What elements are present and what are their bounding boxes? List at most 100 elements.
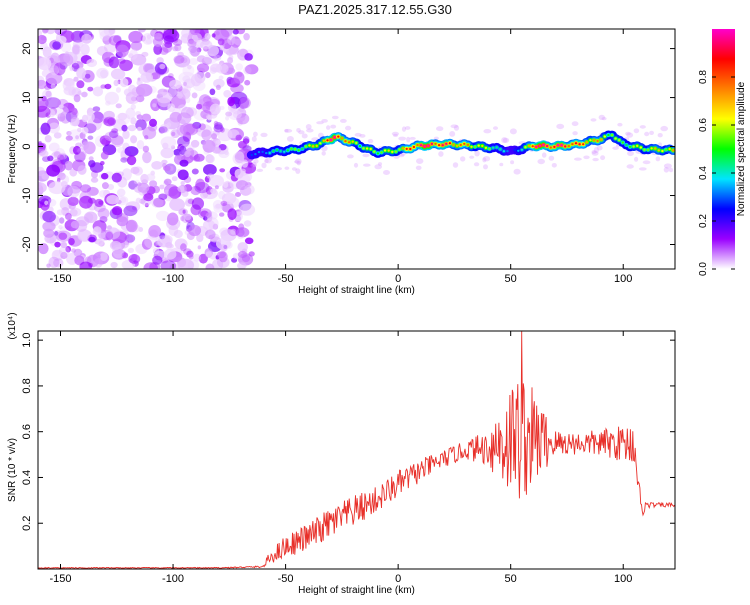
bottom-x-tick-label: -100 — [162, 573, 184, 585]
noise-blob — [141, 51, 149, 57]
ridge-speckle — [537, 158, 545, 165]
ridge-cell — [495, 146, 498, 149]
noise-blob — [77, 165, 87, 175]
ridge-speckle — [433, 136, 439, 140]
noise-blob — [192, 121, 202, 129]
ridge-cell — [513, 148, 516, 152]
noise-blob — [217, 251, 226, 259]
ridge-speckle — [353, 162, 359, 168]
noise-blob — [41, 173, 50, 180]
ridge-cell — [391, 150, 394, 153]
top-x-tick-label: -150 — [49, 273, 71, 285]
noise-blob — [160, 147, 175, 159]
ridge-cell — [459, 143, 462, 147]
noise-blob — [44, 200, 49, 206]
ridge-cell — [293, 148, 297, 151]
ridge-cell — [549, 146, 552, 149]
noise-blob — [77, 127, 82, 133]
ridge-cell — [463, 142, 466, 145]
ridge-speckle — [509, 128, 517, 135]
ridge-cell — [322, 139, 326, 142]
bottom-y-scale-note: (x10⁴) — [7, 312, 18, 339]
noise-blob — [46, 164, 60, 177]
noise-blob — [198, 208, 212, 220]
ridge-cell — [455, 144, 459, 147]
noise-blob — [161, 41, 173, 53]
noise-blob — [117, 147, 126, 154]
noise-blob — [180, 181, 185, 186]
ridge-cell — [308, 144, 311, 147]
ridge-speckle — [250, 163, 257, 168]
ridge-speckle — [649, 130, 654, 135]
ridge-speckle — [601, 117, 607, 121]
noise-blob — [229, 197, 240, 208]
top-plot-frame — [37, 28, 676, 270]
noise-blob — [219, 168, 226, 173]
ridge-speckle — [583, 155, 590, 160]
noise-blob — [115, 113, 131, 125]
ridge-cell — [488, 147, 491, 150]
noise-blob — [173, 229, 183, 239]
ridge-speckle — [295, 168, 301, 174]
noise-blob — [177, 185, 185, 193]
noise-blob — [219, 45, 225, 51]
noise-blob — [244, 237, 254, 245]
noise-blob — [227, 208, 237, 220]
noise-blob — [116, 216, 129, 227]
ridge-cell — [427, 144, 430, 147]
noise-blob — [205, 211, 218, 220]
ridge-speckle — [593, 147, 600, 153]
noise-blob — [243, 220, 252, 227]
ridge-cell — [419, 144, 423, 147]
noise-blob — [192, 32, 202, 43]
noise-blob — [144, 236, 159, 249]
ridge-speckle — [626, 164, 634, 169]
noise-blob — [130, 53, 147, 66]
ridge-speckle — [409, 136, 416, 140]
noise-blob — [205, 263, 215, 269]
noise-blob — [38, 34, 47, 45]
noise-blob — [38, 182, 47, 194]
noise-blob — [64, 160, 73, 171]
ridge-cell — [582, 143, 585, 146]
top-y-tick-label: 10 — [21, 91, 33, 103]
noise-blob — [194, 71, 206, 84]
noise-blob — [77, 90, 82, 96]
noise-blob — [180, 215, 185, 222]
noise-blob — [100, 69, 108, 79]
spectrogram-marks — [38, 29, 675, 269]
ridge-speckle — [275, 167, 282, 171]
noise-blob — [144, 135, 149, 140]
noise-blob — [105, 227, 121, 240]
ridge-cell — [607, 133, 610, 137]
noise-blob — [99, 190, 108, 198]
ridge-speckle — [383, 170, 390, 175]
noise-blob — [200, 40, 213, 50]
ridge-cell — [589, 139, 592, 142]
noise-blob — [244, 184, 255, 195]
noise-blob — [94, 198, 104, 208]
ridge-cell — [535, 145, 538, 148]
noise-blob — [218, 75, 224, 80]
ridge-speckle — [438, 151, 444, 157]
ridge-speckle — [638, 167, 647, 171]
ridge-speckle — [644, 131, 650, 137]
noise-blob — [167, 103, 176, 113]
noise-blob — [53, 132, 62, 139]
noise-blob — [44, 84, 51, 90]
ridge-speckle — [264, 159, 269, 164]
ridge-cell — [672, 149, 675, 152]
noise-blob — [97, 208, 110, 219]
noise-blob — [186, 250, 194, 258]
noise-blob — [183, 81, 187, 87]
noise-blob — [104, 118, 110, 124]
ridge-cell — [502, 150, 506, 153]
colorbar-tick-label: 0.4 — [698, 166, 709, 180]
ridge-speckle — [347, 154, 354, 159]
noise-blob — [156, 57, 164, 64]
noise-blob — [60, 242, 68, 249]
noise-blob — [111, 172, 122, 183]
noise-blob — [165, 242, 173, 249]
noise-blob — [53, 62, 66, 76]
noise-blob — [215, 84, 221, 91]
